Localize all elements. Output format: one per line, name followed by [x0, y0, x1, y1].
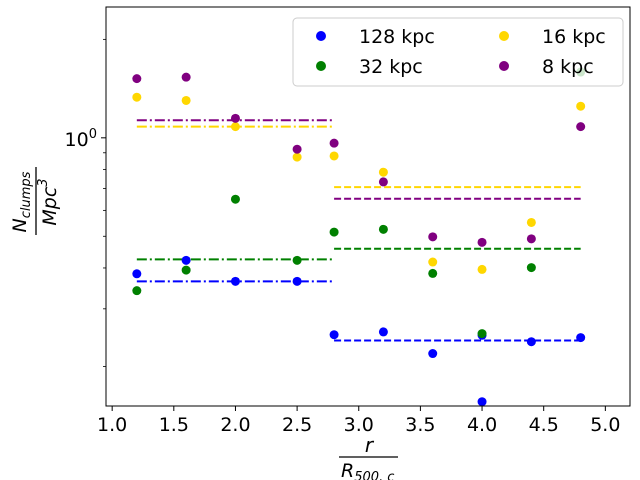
y-label-numerator-main: N	[9, 218, 31, 232]
data-point-16kpc	[181, 95, 191, 105]
data-point-128kpc	[477, 397, 487, 407]
x-tick-label: 5.0	[590, 414, 620, 436]
x-tick-label: 3.0	[344, 414, 374, 436]
data-point-32kpc	[230, 194, 240, 204]
data-point-128kpc	[329, 330, 339, 340]
legend-marker-8kpc	[499, 61, 509, 71]
data-point-8kpc	[526, 234, 536, 244]
x-tick-label: 1.0	[97, 414, 127, 436]
data-point-32kpc	[378, 224, 388, 234]
data-point-128kpc	[576, 333, 586, 343]
legend-marker-16kpc	[499, 31, 509, 41]
data-point-32kpc	[477, 329, 487, 339]
data-point-8kpc	[292, 144, 302, 154]
y-label-denominator: Mpc3	[36, 178, 61, 225]
data-points	[132, 67, 586, 407]
data-point-128kpc	[292, 276, 302, 286]
x-tick-label: 3.5	[405, 414, 435, 436]
data-point-32kpc	[181, 265, 191, 275]
data-point-32kpc	[292, 255, 302, 265]
legend-marker-32kpc	[316, 61, 326, 71]
x-label-numerator: r	[365, 433, 375, 457]
data-point-32kpc	[132, 286, 142, 296]
data-point-16kpc	[230, 122, 240, 132]
data-point-8kpc	[428, 232, 438, 242]
x-label-denominator: R500, c	[341, 460, 394, 480]
data-point-128kpc	[181, 255, 191, 265]
data-point-8kpc	[378, 177, 388, 187]
data-point-16kpc	[477, 264, 487, 274]
y-label-denominator-main: Mpc	[39, 186, 61, 225]
data-point-16kpc	[132, 92, 142, 102]
data-point-8kpc	[477, 237, 487, 247]
data-point-128kpc	[526, 337, 536, 347]
y-label-denominator-sup: 3	[36, 178, 51, 186]
data-point-16kpc	[292, 152, 302, 162]
legend-box	[292, 17, 624, 87]
data-point-32kpc	[526, 263, 536, 273]
data-point-32kpc	[329, 227, 339, 237]
data-point-16kpc	[526, 217, 536, 227]
legend-label-32kpc: 32 kpc	[359, 56, 423, 78]
data-point-16kpc	[378, 167, 388, 177]
data-point-16kpc	[428, 257, 438, 267]
x-tick-label: 1.5	[159, 414, 189, 436]
legend-label-8kpc: 8 kpc	[542, 56, 594, 78]
legend-marker-128kpc	[316, 31, 326, 41]
y-label-numerator: Nclumps	[9, 171, 34, 232]
data-point-8kpc	[132, 74, 142, 84]
data-point-32kpc	[428, 268, 438, 278]
x-tick-label: 2.0	[220, 414, 250, 436]
data-point-128kpc	[378, 327, 388, 337]
y-axis-label: Nclumps Mpc3	[9, 167, 61, 235]
x-axis-label: r R500, c	[339, 433, 398, 480]
x-label-denominator-sub: 500, c	[354, 470, 394, 480]
reference-lines	[136, 119, 581, 342]
plot-frame	[105, 6, 631, 407]
data-point-128kpc	[428, 349, 438, 359]
data-point-16kpc	[329, 151, 339, 161]
data-point-16kpc	[576, 101, 586, 111]
data-point-128kpc	[132, 269, 142, 279]
x-tick-label: 2.5	[282, 414, 312, 436]
axis-ticks: 1.0 1.5 2.0 2.5 3.0 3.5 4.0 4.5 5.0 100	[65, 38, 620, 436]
x-label-denominator-main: R	[341, 460, 354, 480]
y-label-numerator-sub: clumps	[19, 171, 34, 218]
data-point-8kpc	[576, 122, 586, 132]
legend-label-128kpc: 128 kpc	[359, 26, 435, 48]
y-tick-label: 100	[65, 127, 97, 151]
data-point-8kpc	[181, 72, 191, 82]
data-point-128kpc	[230, 276, 240, 286]
data-point-8kpc	[230, 113, 240, 123]
legend-label-16kpc: 16 kpc	[542, 26, 606, 48]
x-tick-label: 4.5	[529, 414, 559, 436]
data-point-8kpc	[329, 138, 339, 148]
x-tick-label: 4.0	[467, 414, 497, 436]
legend: 128 kpc 32 kpc 16 kpc 8 kpc	[292, 17, 624, 87]
